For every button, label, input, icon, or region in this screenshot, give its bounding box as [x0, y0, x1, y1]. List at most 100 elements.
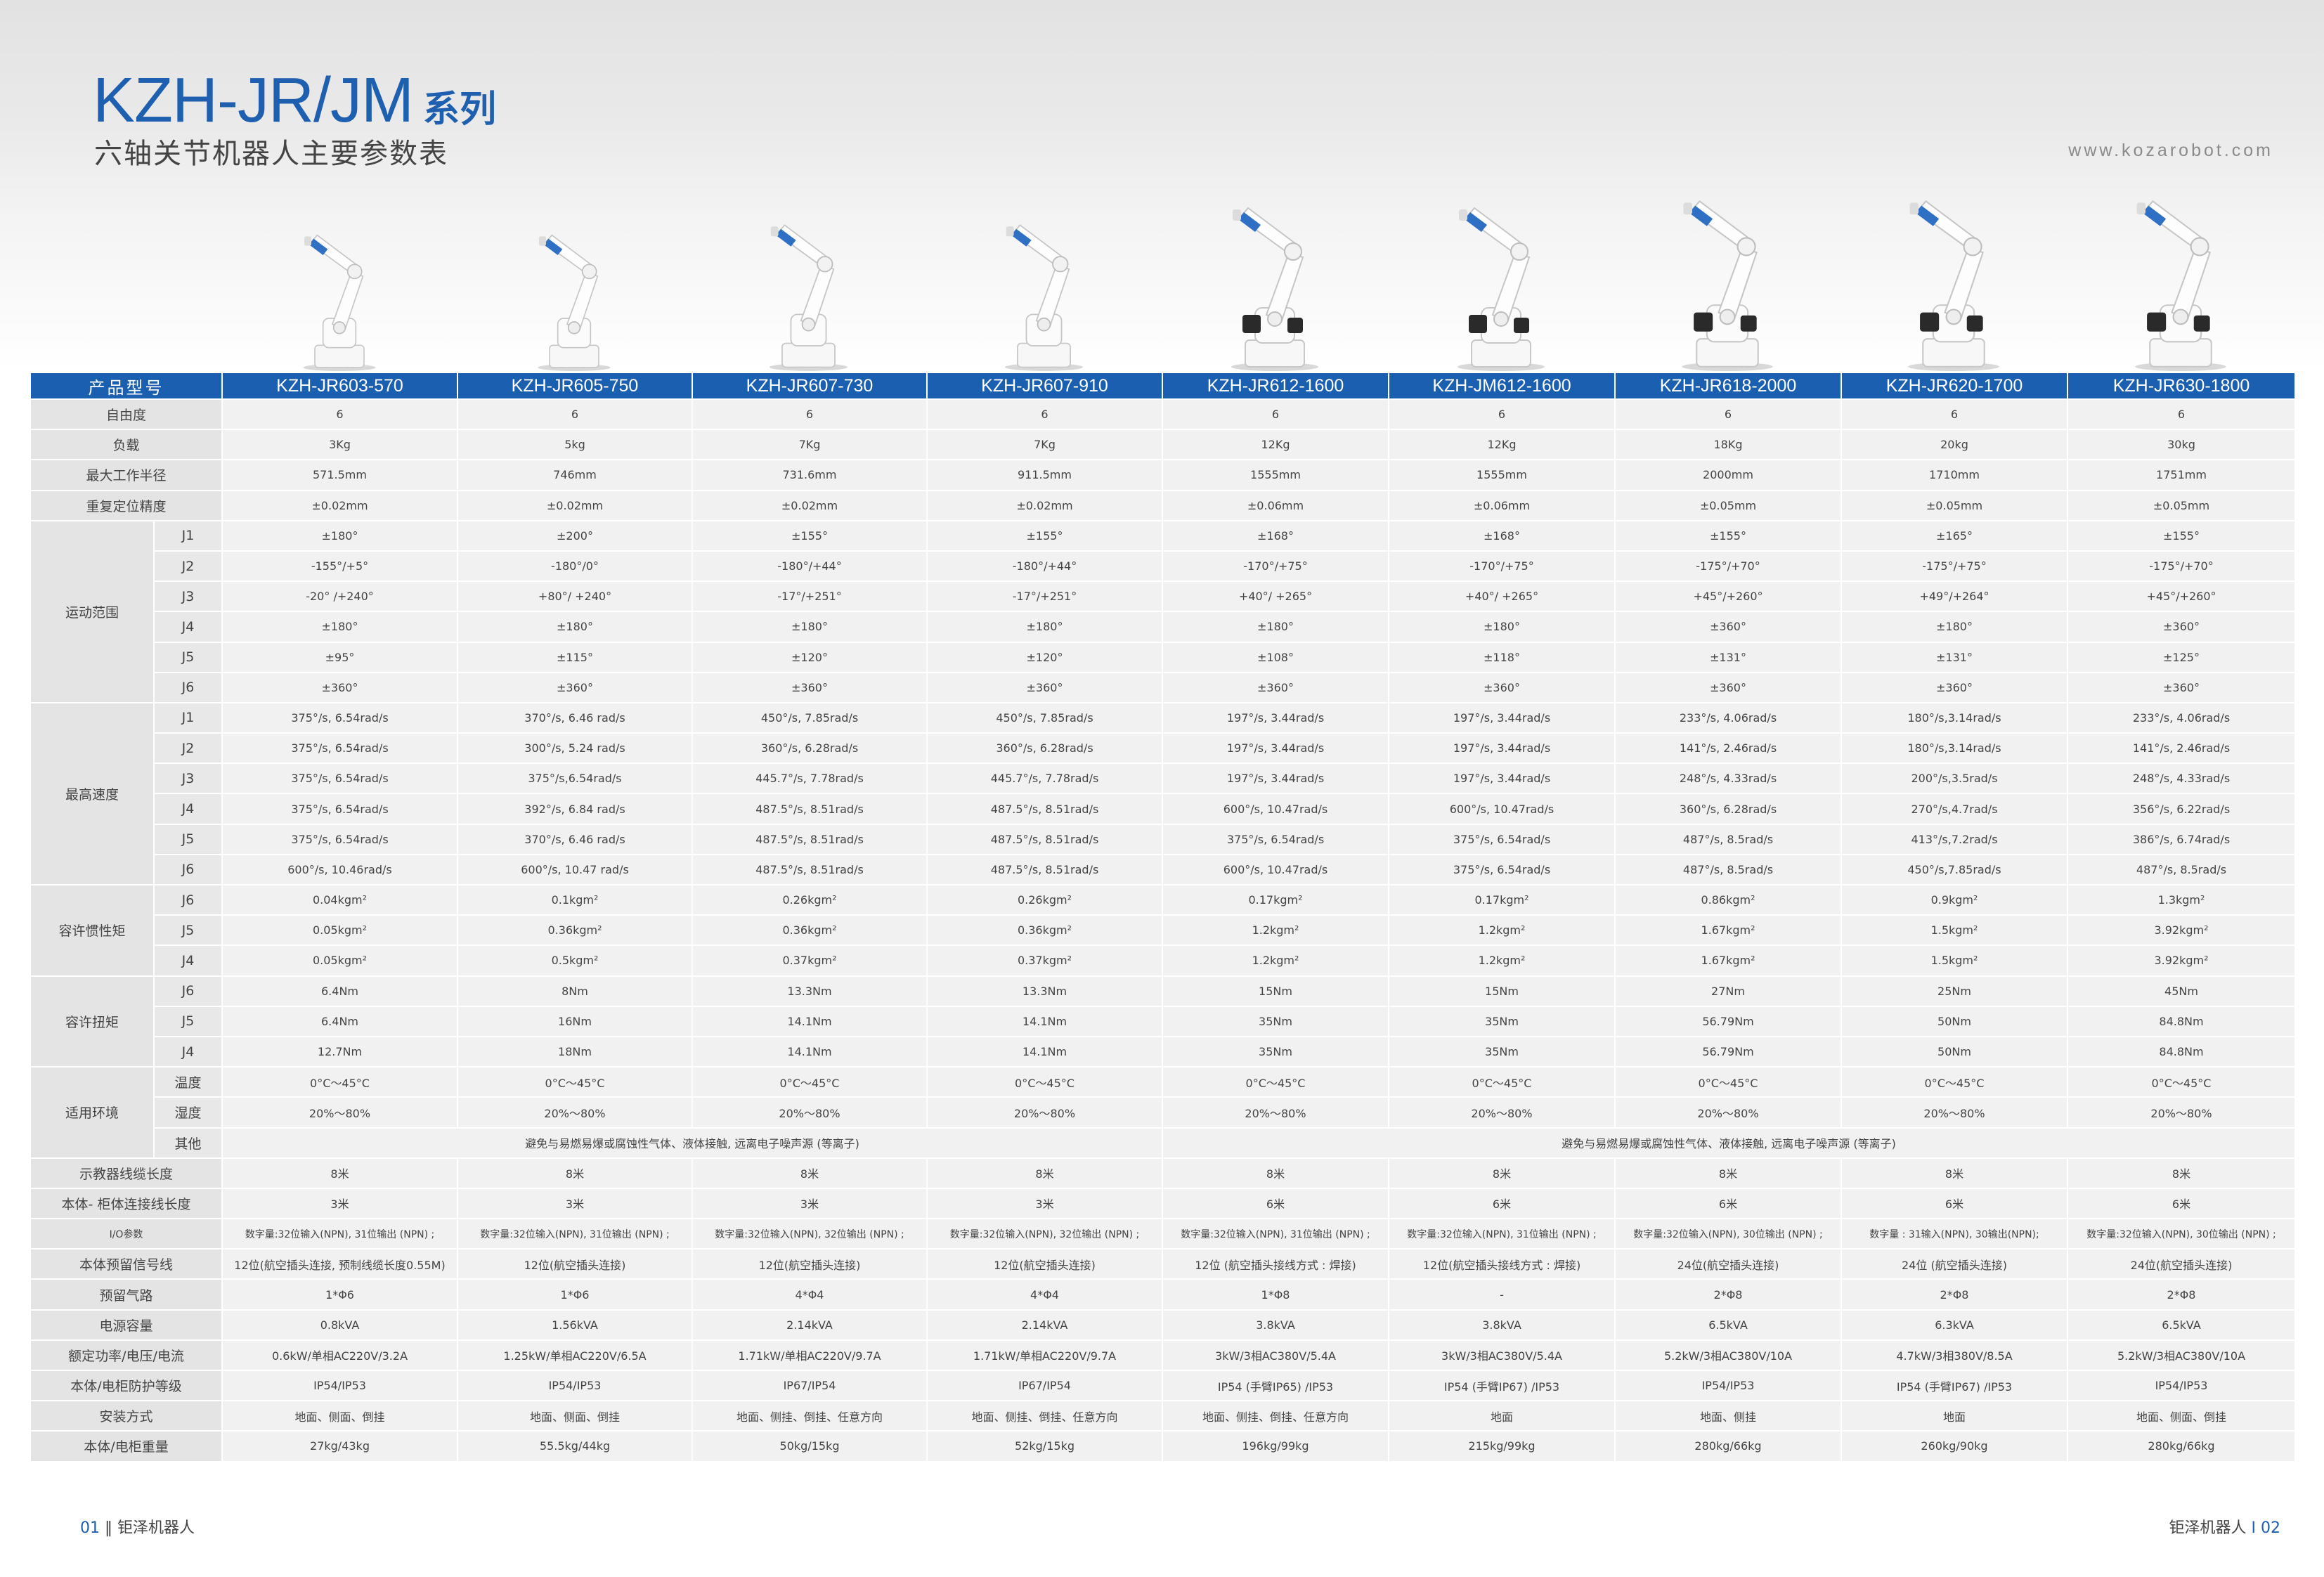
page-title: KZH-JR/JM 系列	[93, 65, 496, 137]
cell-value: ±0.02mm	[692, 489, 928, 521]
cell-value: 196kg/99kg	[1162, 1430, 1389, 1462]
table-row: J5 6.4Nm 16Nm 14.1Nm 14.1Nm 35Nm 35Nm 56.79Nm 50…	[30, 1005, 2296, 1037]
cell-value: 3.8kVA	[1162, 1309, 1389, 1341]
cell-value: 413°/s,7.2rad/s	[1841, 823, 2068, 855]
cell-value: ±180°	[457, 611, 693, 643]
cell-value: 84.8Nm	[2067, 1005, 2296, 1037]
cell-value: 0°C～45°C	[2067, 1066, 2296, 1098]
cell-value: 地面、侧面、倒挂	[221, 1400, 458, 1432]
cell-value: 197°/s, 3.44rad/s	[1162, 762, 1389, 795]
cell-value: 215kg/99kg	[1388, 1430, 1616, 1462]
cell-value: 数字量:32位输入(NPN), 31位输出 (NPN) ;	[1162, 1218, 1389, 1250]
cell-value: -170°/+75°	[1162, 550, 1389, 583]
group-label: 容许扭矩	[30, 975, 155, 1068]
model-name: KZH-JR605-750	[457, 372, 693, 400]
cell-value: -175°/+70°	[1614, 550, 1842, 583]
model-name: KZH-JR630-1800	[2067, 372, 2296, 400]
cell-value: ±360°	[2067, 671, 2296, 703]
cell-value: ±155°	[692, 519, 928, 552]
cell-value: 6	[1841, 398, 2068, 431]
cell-value: +40°/ +265°	[1162, 580, 1389, 613]
cell-value: ±180°	[692, 611, 928, 643]
cell-value: 375°/s,6.54rad/s	[457, 762, 693, 795]
cell-value: 0.17kgm²	[1388, 883, 1616, 916]
cell-value: 15Nm	[1162, 975, 1389, 1007]
cell-value: 12位(航空插头连接)	[457, 1248, 693, 1280]
cell-value: IP54/IP53	[2067, 1369, 2296, 1402]
cell-value: 50Nm	[1841, 1035, 2068, 1068]
cell-value: 8米	[1614, 1157, 1842, 1189]
cell-value: 18Nm	[457, 1035, 693, 1068]
cell-value: 20%～80%	[2067, 1096, 2296, 1129]
cell-value: 3米	[457, 1187, 693, 1220]
model-name: KZH-JR612-1600	[1162, 372, 1389, 400]
cell-value: 0.26kgm²	[692, 883, 928, 916]
table-row: 运动范围 J1 ±180° ±200° ±155° ±155° ±168° ±168° ±155…	[30, 519, 2296, 703]
group-label: 最高速度	[30, 701, 155, 886]
cell-value: 4.7kW/3相380V/8.5A	[1841, 1339, 2068, 1372]
cell-value: 233°/s, 4.06rad/s	[1614, 701, 1842, 734]
cell-value: 12位(航空插头接线方式 : 焊接)	[1388, 1248, 1616, 1280]
cell-value: ±360°	[1614, 671, 1842, 703]
cell-value: 392°/s, 6.84 rad/s	[457, 793, 693, 825]
cell-value: 数字量:32位输入(NPN), 32位输出 (NPN) ;	[926, 1218, 1163, 1250]
cell-value: 1555mm	[1162, 459, 1389, 491]
row-label: 示教器线缆长度	[30, 1157, 223, 1189]
robot-arm-image	[303, 234, 376, 371]
cell-value: 地面、侧挂、倒挂、任意方向	[692, 1400, 928, 1432]
cell-value: 6米	[2067, 1187, 2296, 1220]
cell-value: 487.5°/s, 8.51rad/s	[926, 853, 1163, 886]
row-label: 本体- 柜体连接线长度	[30, 1187, 223, 1220]
cell-value: ±155°	[2067, 519, 2296, 552]
other-label: 其他	[153, 1127, 223, 1159]
cell-value: 18Kg	[1614, 429, 1842, 461]
environment-note: 避免与易燃易爆或腐蚀性气体、液体接触, 远离电子噪声源 (等离子)	[1162, 1127, 2296, 1159]
cell-value: 1*Φ8	[1162, 1278, 1389, 1311]
cell-value: IP54/IP53	[221, 1369, 458, 1402]
table-row: J3 375°/s, 6.54rad/s 375°/s,6.54rad/s 445.7…	[30, 762, 2296, 795]
cell-value: 24位(航空插头连接)	[1614, 1248, 1842, 1280]
table-row: J5 0.05kgm² 0.36kgm² 0.36kgm² 0.36kgm² 1.2kgm…	[30, 914, 2296, 947]
cell-value: ±131°	[1614, 641, 1842, 673]
cell-value: 200°/s,3.5rad/s	[1841, 762, 2068, 795]
cell-value: 487°/s, 8.5rad/s	[1614, 823, 1842, 855]
joint-label: J2	[153, 550, 223, 583]
cell-value: 数字量 : 31输入(NPN), 30输出(NPN);	[1841, 1218, 2068, 1250]
cell-value: 1.56kVA	[457, 1309, 693, 1341]
table-row: J6 ±360° ±360° ±360° ±360° ±360° ±360° ±360° ±36…	[30, 671, 2296, 703]
cell-value: -17°/+251°	[926, 580, 1163, 613]
cell-value: 600°/s, 10.46rad/s	[221, 853, 458, 886]
joint-label: J2	[153, 732, 223, 765]
cell-value: 487.5°/s, 8.51rad/s	[926, 823, 1163, 855]
cell-value: 8米	[221, 1157, 458, 1189]
table-row: 安装方式 地面、侧面、倒挂 地面、侧面、倒挂 地面、侧挂、倒挂、任意方向 地面、侧挂、倒…	[30, 1400, 2296, 1432]
cell-value: ±360°	[1841, 671, 2068, 703]
table-row: 示教器线缆长度 8米 8米 8米 8米 8米 8米 8米 8米 8米	[30, 1157, 2296, 1189]
cell-value: 445.7°/s, 7.78rad/s	[692, 762, 928, 795]
cell-value: ±0.05mm	[1841, 489, 2068, 521]
cell-value: 地面	[1841, 1400, 2068, 1432]
cell-value: 0°C～45°C	[1841, 1066, 2068, 1098]
cell-value: 6	[1614, 398, 1842, 431]
cell-value: 8米	[457, 1157, 693, 1189]
cell-value: ±0.02mm	[926, 489, 1163, 521]
cell-value: 50kg/15kg	[692, 1430, 928, 1462]
cell-value: 6.3kVA	[1841, 1309, 2068, 1341]
series-suffix: 系列	[422, 89, 496, 130]
footer-brand-right: 钜泽机器人	[2169, 1519, 2247, 1537]
cell-value: 2*Φ8	[1614, 1278, 1842, 1311]
cell-value: 0.05kgm²	[221, 945, 458, 977]
cell-value: 3米	[221, 1187, 458, 1220]
cell-value: 2*Φ8	[1841, 1278, 2068, 1311]
cell-value: 197°/s, 3.44rad/s	[1388, 701, 1616, 734]
cell-value: ±360°	[926, 671, 1163, 703]
cell-value: 1555mm	[1388, 459, 1616, 491]
cell-value: IP54/IP53	[457, 1369, 693, 1402]
cell-value: 0.9kgm²	[1841, 883, 2068, 916]
cell-value: 84.8Nm	[2067, 1035, 2296, 1068]
cell-value: 3Kg	[221, 429, 458, 461]
cell-value: 1.5kgm²	[1841, 914, 2068, 947]
series-name: KZH-JR/JM	[93, 65, 414, 136]
cell-value: 1.2kgm²	[1388, 945, 1616, 977]
cell-value: 20kg	[1841, 429, 2068, 461]
